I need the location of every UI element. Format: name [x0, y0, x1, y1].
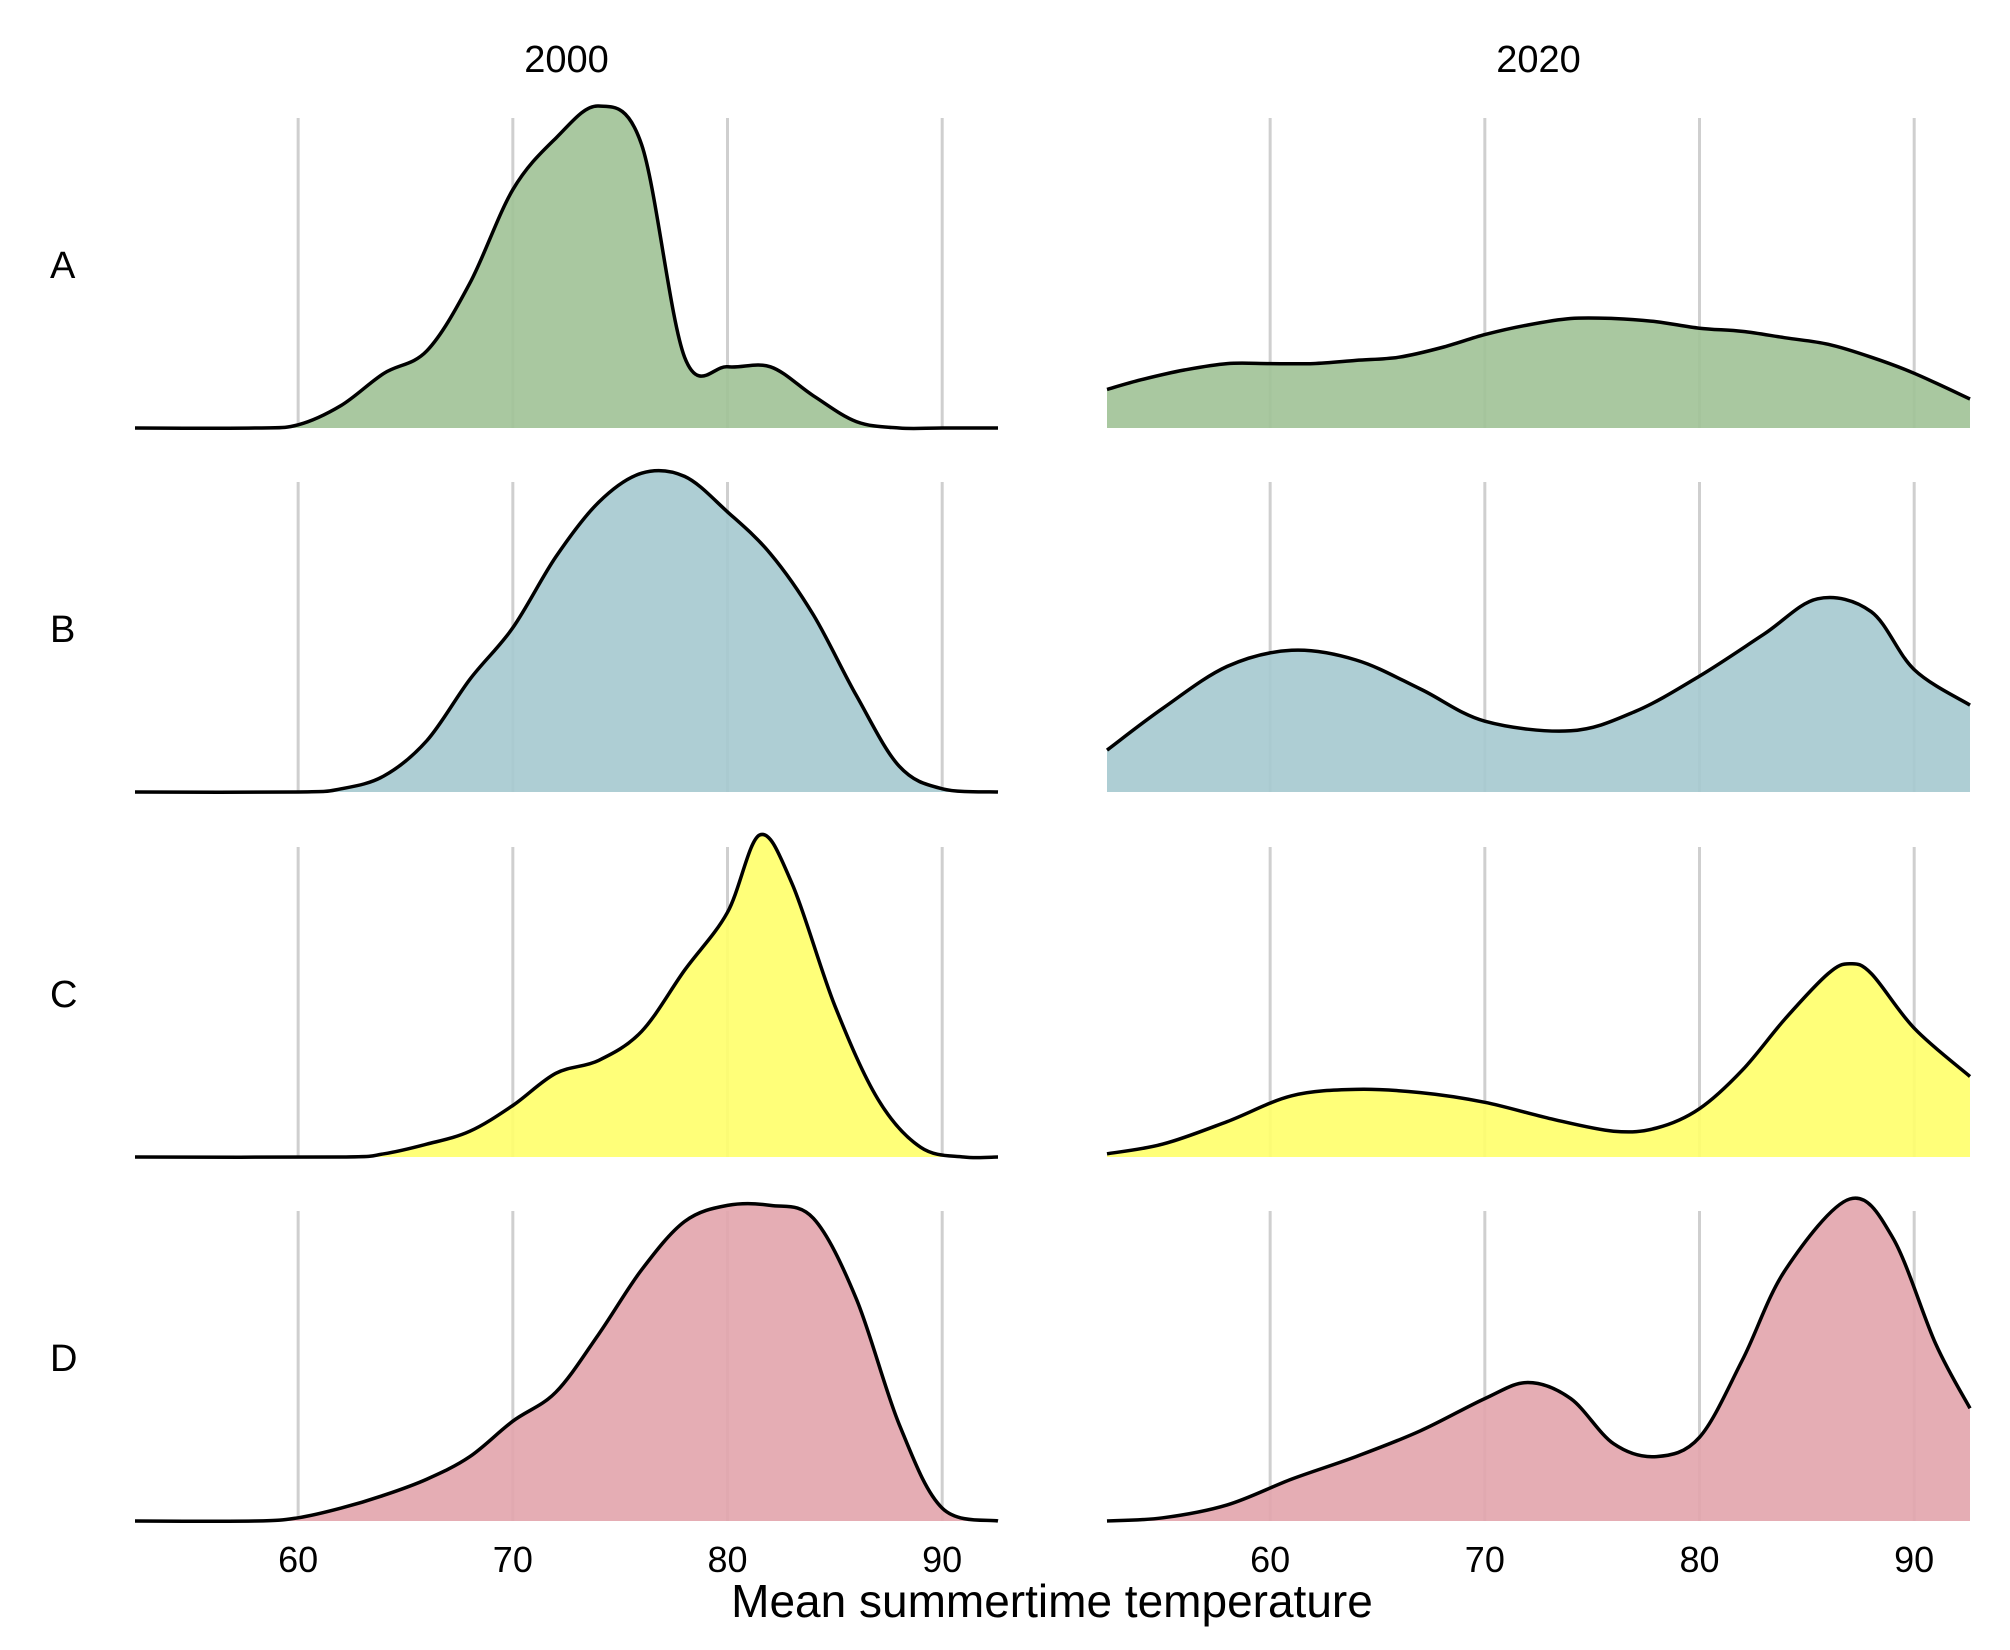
x-tick-label-70: 70: [1465, 1539, 1505, 1580]
x-tick-label-60: 60: [278, 1539, 318, 1580]
row-label-a: A: [50, 245, 76, 287]
density-fill: [1107, 317, 1970, 428]
density-panel-c-2000: [134, 832, 999, 1160]
density-fill: [1107, 963, 1970, 1157]
density-curve: [134, 104, 998, 431]
density-curve: [1105, 595, 1971, 752]
x-tick-label-90: 90: [1894, 1539, 1934, 1580]
row-label-b: B: [50, 609, 75, 651]
density-fill: [1107, 1198, 1970, 1521]
density-curve: [134, 832, 999, 1160]
density-panel-b-2000: [134, 468, 999, 794]
x-tick-label-80: 80: [1679, 1539, 1719, 1580]
density-fill: [135, 470, 998, 793]
row-label-c: C: [50, 974, 77, 1016]
density-curve: [134, 468, 999, 794]
column-title-2000: 2000: [524, 39, 609, 81]
row-label-d: D: [50, 1338, 77, 1380]
density-curve: [1106, 1196, 1972, 1523]
density-layer: [134, 104, 1972, 1523]
density-fill: [135, 105, 998, 429]
column-title-2020: 2020: [1496, 39, 1581, 81]
x-tick-label-90: 90: [922, 1539, 962, 1580]
density-fill: [1107, 597, 1970, 792]
density-panel-b-2020: [1105, 595, 1971, 792]
density-panel-d-2000: [134, 1201, 999, 1523]
density-panel-a-2020: [1106, 316, 1971, 428]
density-curve: [1106, 962, 1972, 1156]
density-fill: [135, 834, 998, 1158]
x-tick-label-80: 80: [707, 1539, 747, 1580]
x-axis-title: Mean summertime temperature: [731, 1575, 1373, 1627]
density-fill: [135, 1203, 998, 1522]
density-panel-d-2020: [1106, 1196, 1972, 1523]
x-tick-label-60: 60: [1250, 1539, 1290, 1580]
density-curve: [134, 1201, 999, 1523]
label-layer: Mean summertime temperature 2000 2020 A B C D…: [50, 39, 1934, 1627]
density-panel-a-2000: [134, 104, 998, 431]
density-panel-c-2020: [1106, 962, 1972, 1157]
density-curve: [1106, 316, 1971, 401]
x-tick-label-70: 70: [493, 1539, 533, 1580]
